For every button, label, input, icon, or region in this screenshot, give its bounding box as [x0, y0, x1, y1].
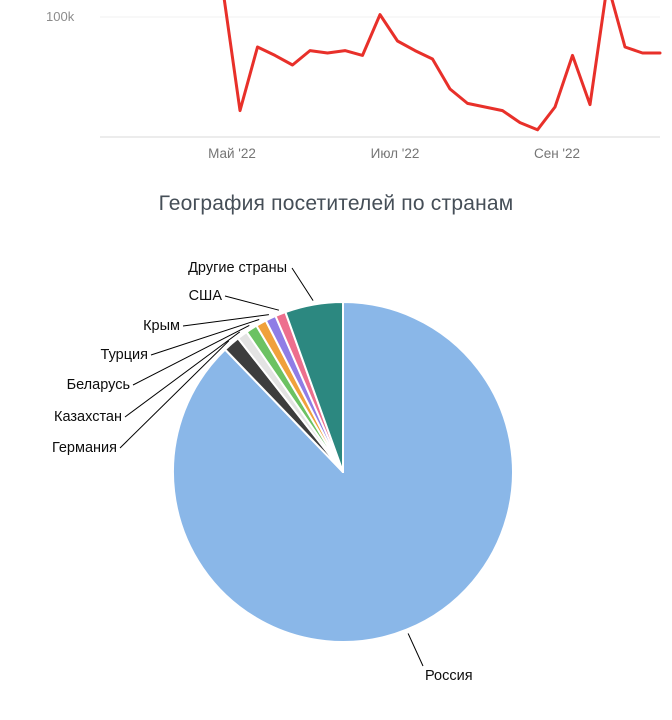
- pie-leader-line-0: [407, 633, 424, 667]
- x-axis-tick-sep: Сен '22: [533, 146, 581, 161]
- pie-label-kazakhstan: Казахстан: [54, 409, 122, 425]
- x-axis-tick-jul: Июл '22: [370, 146, 420, 161]
- visitors-trend-line: [222, 0, 662, 132]
- pie-slice-0: [172, 301, 514, 643]
- pie-chart-title: География посетителей по странам: [158, 192, 514, 215]
- pie-leader-line-7: [291, 267, 314, 301]
- pie-label-usa: США: [188, 288, 222, 304]
- pie-slice-7: [284, 301, 344, 473]
- pie-leader-line-2: [124, 331, 241, 418]
- x-axis-tick-may: Май '22: [208, 146, 256, 161]
- line-chart-canvas: [100, 0, 662, 138]
- pie-label-turkey: Турция: [100, 347, 148, 363]
- pie-label-crimea: Крым: [143, 318, 180, 334]
- pie-label-other-countries: Другие страны: [188, 260, 287, 276]
- pie-leader-line-1: [119, 340, 230, 449]
- visitors-line-chart-section: 100k Май '22 Июл '22 Сен '22: [0, 0, 672, 170]
- pie-label-belarus: Беларусь: [66, 377, 130, 393]
- pie-label-russia: Россия: [425, 668, 473, 684]
- pie-chart-canvas: [119, 267, 514, 667]
- pie-chart-area: Другие страны США Крым Турция Беларусь К…: [0, 240, 672, 720]
- pie-leader-line-6: [224, 295, 280, 311]
- pie-label-germany: Германия: [51, 440, 117, 456]
- pie-leader-line-3: [132, 324, 250, 386]
- y-axis-tick-100k: 100k: [46, 9, 75, 24]
- pie-leader-line-5: [182, 314, 269, 327]
- pie-leader-line-4: [150, 319, 260, 356]
